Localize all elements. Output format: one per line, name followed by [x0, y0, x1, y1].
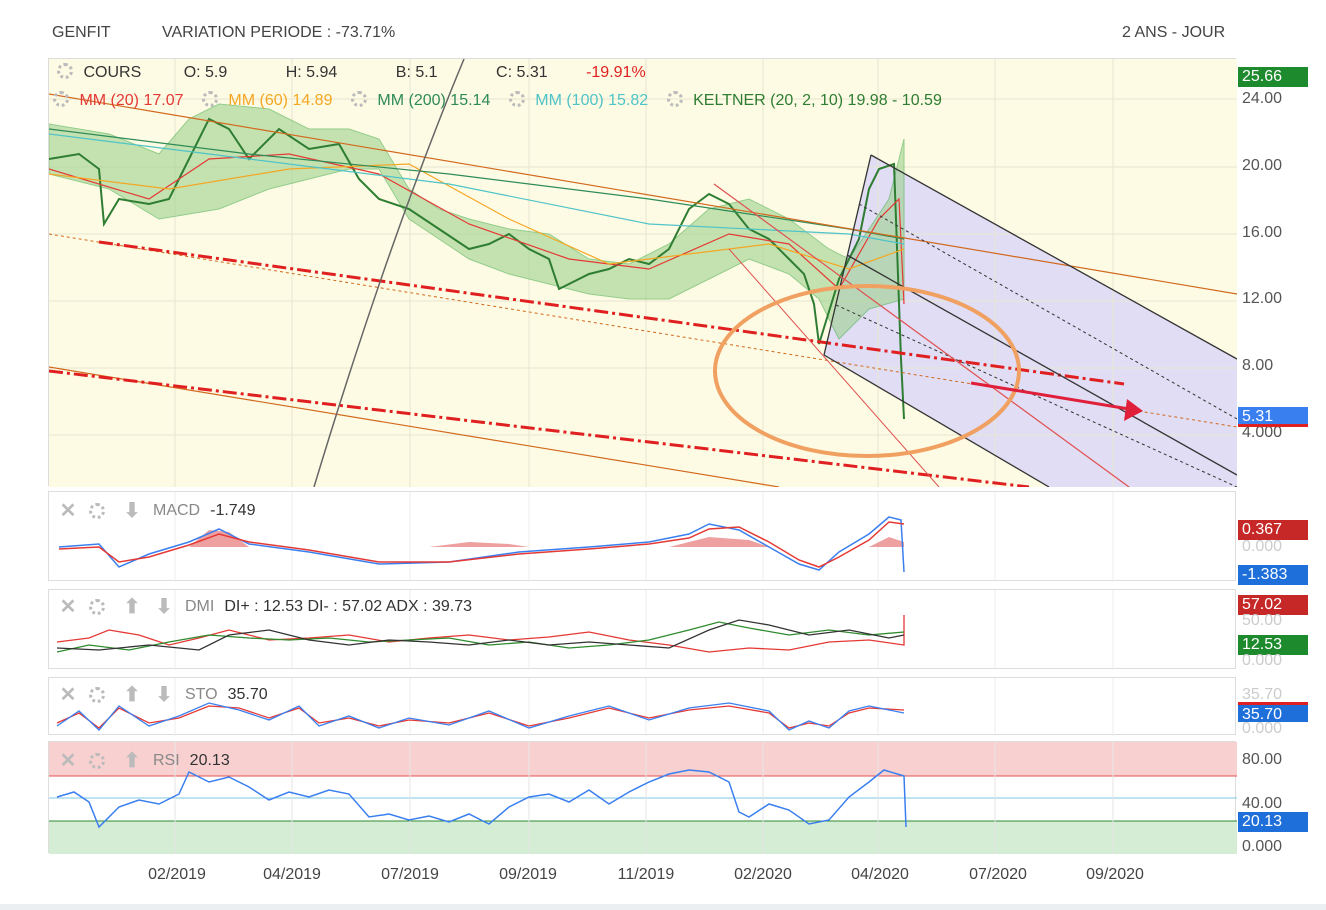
x-tick: 04/2019 [263, 866, 321, 883]
dmi-value: DI+ : 12.53 DI- : 57.02 ADX : 39.73 [224, 597, 473, 615]
gear-icon[interactable] [57, 63, 73, 79]
dmi-zero-tick: 0.000 [1242, 652, 1283, 669]
y-tick: 4.000 [1242, 424, 1283, 441]
variation-periode: VARIATION PERIODE : -73.71% [162, 24, 396, 41]
macd-tag: 0.367 [1238, 520, 1308, 540]
close-value: C: 5.31 [496, 64, 548, 81]
sto-tag: 35.70 [1238, 702, 1308, 723]
dmi-chart [56, 590, 1114, 670]
sto-value: 35.70 [227, 685, 268, 703]
ticker-title: GENFIT [52, 24, 111, 41]
y-tick: 12.00 [1242, 290, 1283, 307]
x-tick: 07/2019 [381, 866, 439, 883]
y-tick: 24.00 [1242, 90, 1283, 107]
rsi-tick-0: 0.000 [1242, 838, 1283, 855]
arrow-down-icon[interactable]: ⬇ [155, 596, 173, 618]
macd-label: MACD [153, 501, 201, 519]
bottom-bar [0, 904, 1326, 910]
y-tick: 8.00 [1242, 357, 1274, 374]
open-value: O: 5.9 [183, 64, 228, 81]
sto-controls: ✕ ⬆ ⬇ STO 35.70 [57, 682, 268, 707]
period-selector[interactable]: 2 ANS - JOUR [1122, 24, 1226, 41]
rsi-controls: ✕ ⬆ RSI 20.13 [57, 748, 230, 773]
sto-hidden-tick: 35.70 [1242, 686, 1283, 703]
mm-legend: MM (20) 17.07 MM (60) 14.89 MM (200) 15.… [53, 91, 942, 110]
cours-label: COURS [83, 64, 142, 81]
price-panel[interactable]: COURS O: 5.9 H: 5.94 B: 5.1 C: 5.31 -19.… [48, 58, 1238, 489]
mm100-label: MM (100) [535, 92, 604, 109]
gear-icon[interactable] [350, 91, 367, 107]
rsi-value: 20.13 [189, 751, 230, 769]
dmi-label: DMI [185, 597, 215, 615]
mm200-label: MM (200) [377, 92, 446, 109]
low-value: B: 5.1 [395, 64, 438, 81]
arrow-down-icon[interactable]: ⬇ [155, 684, 173, 706]
x-tick: 09/2019 [499, 866, 557, 883]
mm200-value: 15.14 [450, 92, 491, 109]
close-icon[interactable]: ✕ [59, 500, 77, 522]
x-tick: 02/2019 [148, 866, 206, 883]
arrow-up-icon[interactable]: ⬆ [123, 750, 141, 772]
dmi-mid-tick: 50.00 [1242, 612, 1283, 629]
rsi-tag: 20.13 [1238, 812, 1308, 832]
y-tick: 16.00 [1242, 224, 1283, 241]
rsi-chart [49, 742, 1237, 854]
high-value: H: 5.94 [285, 64, 338, 81]
close-icon[interactable]: ✕ [59, 596, 77, 618]
arrow-up-icon[interactable]: ⬆ [123, 684, 141, 706]
gear-icon[interactable] [89, 752, 105, 769]
mm20-value: 17.07 [143, 92, 184, 109]
x-tick: 07/2020 [969, 866, 1027, 883]
mm100-value: 15.82 [608, 92, 649, 109]
gear-icon[interactable] [89, 502, 105, 519]
macd-controls: ✕ ⬇ MACD -1.749 [57, 498, 256, 523]
high-price-tag: 25.66 [1238, 67, 1308, 87]
rsi-label: RSI [153, 751, 180, 769]
gear-icon[interactable] [508, 91, 525, 107]
dmi-plus-tag: 12.53 [1238, 635, 1308, 655]
gear-icon[interactable] [89, 686, 105, 703]
keltner-label: KELTNER (20, 2, 10) [693, 92, 844, 109]
mm60-label: MM (60) [228, 92, 288, 109]
arrow-up-icon[interactable]: ⬆ [123, 596, 141, 618]
macd-zero-tick: 0.000 [1242, 538, 1283, 555]
gear-icon[interactable] [89, 598, 105, 615]
rsi-panel[interactable]: ✕ ⬆ RSI 20.13 [48, 741, 1237, 854]
dmi-minus-tag: 57.02 [1238, 595, 1308, 615]
gear-icon[interactable] [666, 91, 683, 107]
close-icon[interactable]: ✕ [59, 750, 77, 772]
rsi-tick-80: 80.00 [1242, 751, 1283, 768]
dmi-controls: ✕ ⬆ ⬇ DMI DI+ : 12.53 DI- : 57.02 ADX : … [57, 594, 472, 619]
last-price-tag: 5.31 [1238, 407, 1308, 427]
mm60-value: 14.89 [292, 92, 333, 109]
gear-icon[interactable] [201, 91, 218, 107]
sto-zero-tick: 0.000 [1242, 720, 1283, 737]
dmi-panel[interactable]: ✕ ⬆ ⬇ DMI DI+ : 12.53 DI- : 57.02 ADX : … [48, 589, 1236, 670]
arrow-down-icon[interactable]: ⬇ [123, 500, 141, 522]
change-value: -19.91% [586, 64, 646, 81]
y-tick: 20.00 [1242, 157, 1283, 174]
keltner-value: 19.98 - 10.59 [847, 92, 942, 109]
sto-panel[interactable]: ✕ ⬆ ⬇ STO 35.70 [48, 677, 1236, 736]
rsi-tick-40: 40.00 [1242, 795, 1283, 812]
mm20-label: MM (20) [79, 92, 140, 109]
x-tick: 09/2020 [1086, 866, 1144, 883]
sto-chart [56, 678, 1114, 736]
macd-chart [58, 492, 1114, 582]
price-chart [48, 58, 1238, 489]
macd-signal-tag: -1.383 [1238, 565, 1308, 585]
x-tick: 11/2019 [617, 866, 675, 883]
gear-icon[interactable] [53, 91, 69, 107]
macd-panel[interactable]: ✕ ⬇ MACD -1.749 [48, 491, 1236, 582]
sto-label: STO [185, 685, 218, 703]
x-tick: 02/2020 [734, 866, 792, 883]
cours-legend: COURS O: 5.9 H: 5.94 B: 5.1 C: 5.31 -19.… [57, 63, 646, 82]
macd-value: -1.749 [210, 501, 256, 519]
close-icon[interactable]: ✕ [59, 684, 77, 706]
x-tick: 04/2020 [851, 866, 909, 883]
